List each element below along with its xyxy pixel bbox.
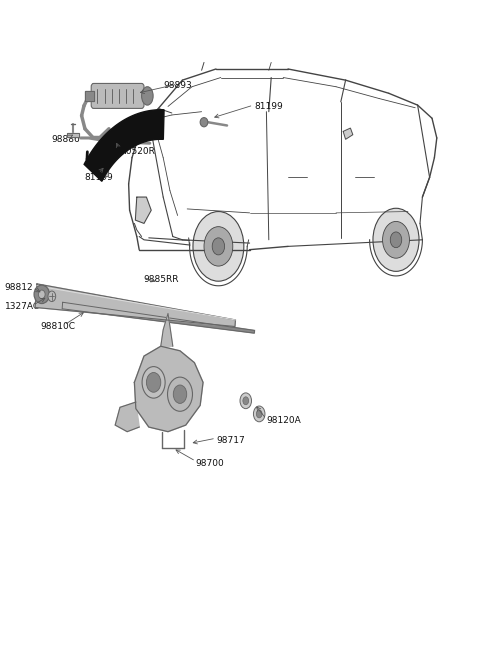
- Ellipse shape: [142, 87, 153, 105]
- Polygon shape: [115, 402, 139, 432]
- Circle shape: [373, 208, 419, 271]
- FancyBboxPatch shape: [91, 83, 144, 108]
- Polygon shape: [135, 197, 151, 223]
- Text: 9885RR: 9885RR: [143, 275, 179, 284]
- Polygon shape: [84, 110, 164, 181]
- Circle shape: [383, 221, 409, 258]
- Text: 81199: 81199: [254, 102, 283, 111]
- Ellipse shape: [173, 385, 187, 403]
- Circle shape: [256, 410, 262, 418]
- Circle shape: [204, 227, 233, 266]
- Ellipse shape: [168, 377, 192, 411]
- Circle shape: [193, 212, 244, 281]
- Ellipse shape: [34, 285, 49, 304]
- Text: 81199: 81199: [84, 173, 113, 182]
- Text: 98812: 98812: [5, 283, 34, 292]
- Text: 98120A: 98120A: [266, 416, 301, 425]
- Polygon shape: [67, 133, 79, 137]
- Text: 98893: 98893: [163, 81, 192, 90]
- Polygon shape: [102, 167, 108, 176]
- Polygon shape: [343, 128, 353, 139]
- Circle shape: [48, 291, 56, 302]
- Text: 98717: 98717: [216, 436, 245, 445]
- Ellipse shape: [146, 373, 161, 392]
- Ellipse shape: [142, 367, 165, 398]
- Text: 98810C: 98810C: [41, 322, 76, 331]
- Circle shape: [253, 406, 265, 422]
- Polygon shape: [134, 346, 203, 432]
- Text: 98700: 98700: [196, 459, 225, 468]
- Circle shape: [243, 397, 249, 405]
- Polygon shape: [161, 313, 173, 346]
- Polygon shape: [35, 284, 236, 327]
- Ellipse shape: [38, 290, 45, 298]
- Text: 98886: 98886: [52, 135, 81, 144]
- Text: 1327AC: 1327AC: [5, 302, 40, 311]
- Ellipse shape: [200, 118, 208, 127]
- Circle shape: [212, 238, 225, 255]
- Circle shape: [390, 232, 402, 248]
- Text: H0520R: H0520R: [119, 147, 155, 156]
- Polygon shape: [85, 91, 94, 101]
- Circle shape: [240, 393, 252, 409]
- Polygon shape: [62, 302, 254, 333]
